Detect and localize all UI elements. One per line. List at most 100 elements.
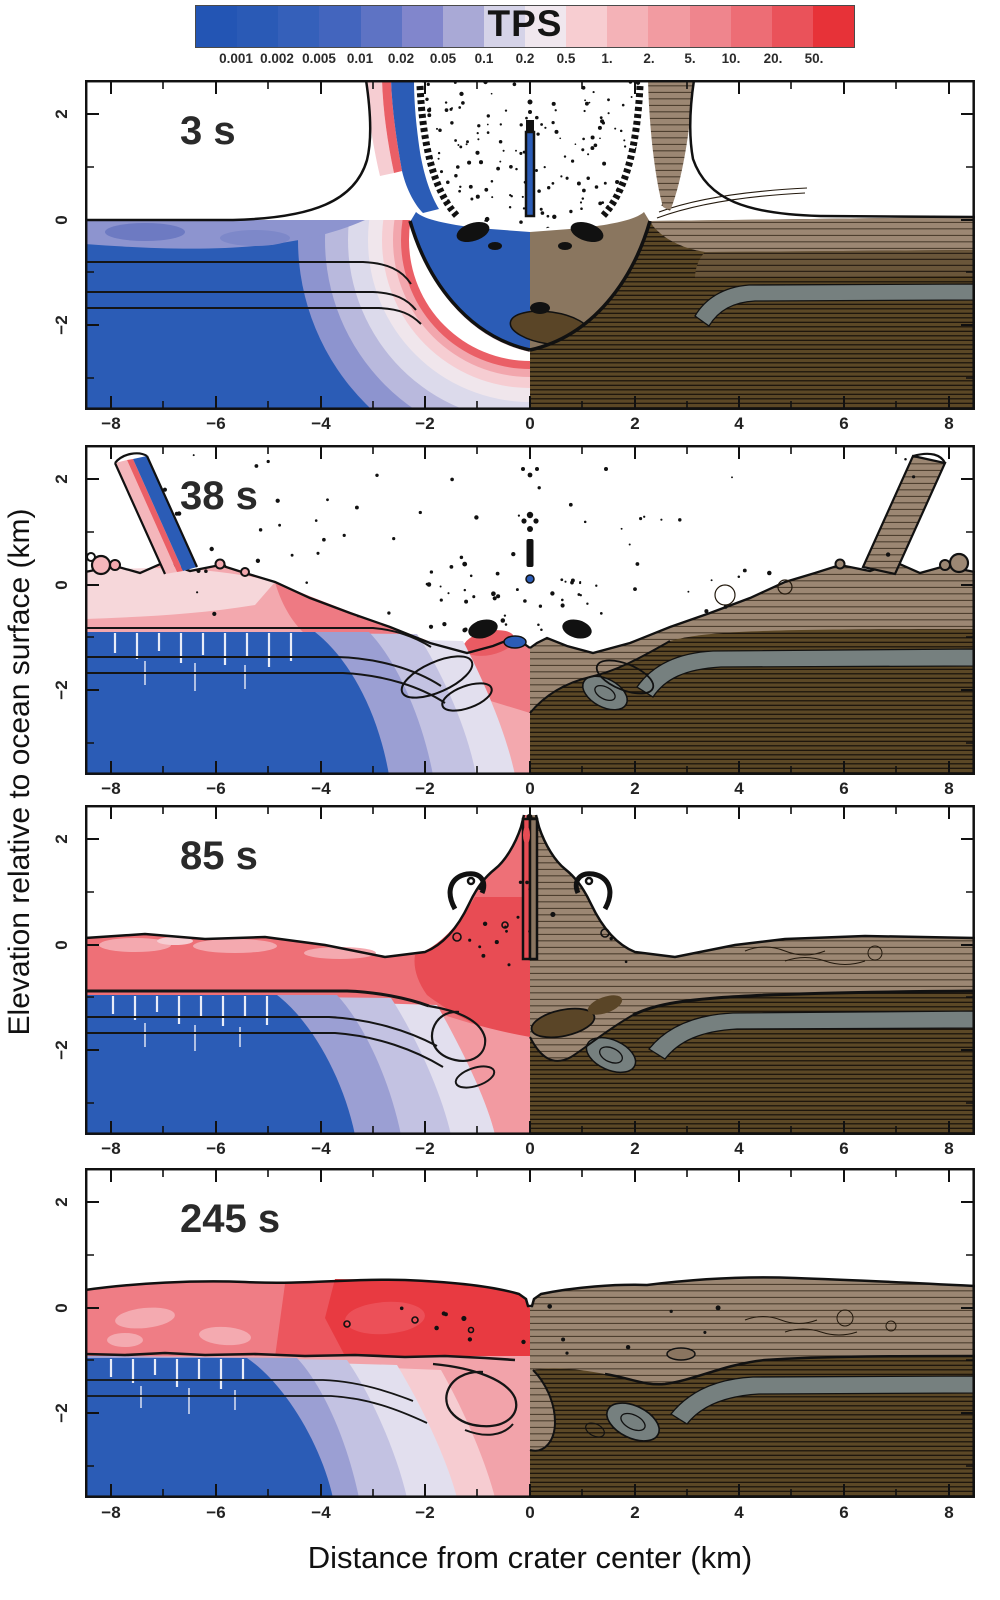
x-tick: 8 bbox=[944, 1503, 954, 1522]
surface-outline-left bbox=[85, 80, 372, 222]
colorbar-tick-labels: 0.001 0.002 0.005 0.01 0.02 0.05 0.1 0.2… bbox=[195, 51, 855, 67]
ejecta-curtain-right bbox=[648, 80, 694, 211]
sediment-layer-lines-left bbox=[85, 627, 446, 704]
central-jet-spike bbox=[521, 814, 539, 961]
mound-overhang-curls bbox=[447, 871, 613, 911]
tps-left-field bbox=[85, 1279, 530, 1498]
surface-outline-right bbox=[689, 80, 975, 219]
x-tick: −6 bbox=[206, 414, 226, 433]
colorbar-segment bbox=[730, 6, 772, 47]
colorbar-tick: 20. bbox=[763, 51, 783, 66]
ejecta-cone-dense-edges bbox=[416, 85, 644, 219]
axis-frame bbox=[85, 80, 975, 410]
y-axis-title-text: Elevation relative to ocean surface (km) bbox=[3, 508, 36, 1036]
cavity-wall-outline bbox=[408, 220, 652, 352]
colorbar-segment bbox=[196, 6, 238, 47]
y-tick: 0 bbox=[52, 580, 71, 590]
y-tick: 0 bbox=[52, 1303, 71, 1313]
colorbar-segment bbox=[278, 6, 320, 47]
panel-85s-xticks: −8 −6 −4 −2 0 2 4 6 8 bbox=[85, 1139, 975, 1161]
colorbar-segment bbox=[812, 6, 854, 47]
colorbar-tick: 0.001 bbox=[219, 51, 253, 66]
colorbar-tick: 2. bbox=[643, 51, 655, 66]
material-right-field bbox=[530, 217, 975, 410]
melt-blob bbox=[530, 302, 550, 314]
panel-3s-plot: 3 s bbox=[85, 80, 975, 410]
x-tick: −8 bbox=[101, 414, 121, 433]
deposit-speckles bbox=[399, 1304, 721, 1355]
panel-85s-yticks: 2 0 −2 bbox=[44, 805, 80, 1135]
x-tick: −2 bbox=[415, 414, 435, 433]
sediment-layer-lines-left bbox=[85, 1351, 518, 1436]
y-tick: 2 bbox=[52, 474, 71, 484]
x-tick: −4 bbox=[311, 1139, 331, 1158]
panel-3s-yticks: 2 0 −2 bbox=[44, 80, 80, 410]
colorbar-segment bbox=[401, 6, 443, 47]
ejecta-curtain-left bbox=[366, 80, 439, 213]
panel-3s: 3 s bbox=[85, 80, 975, 410]
x-tick: −8 bbox=[101, 779, 121, 798]
x-tick: −4 bbox=[311, 414, 331, 433]
colorbar-segment bbox=[360, 6, 402, 47]
panel-38s-yticks: 2 0 −2 bbox=[44, 445, 80, 775]
x-tick: 2 bbox=[630, 779, 640, 798]
surface-texture-right bbox=[744, 1309, 897, 1336]
x-tick: −2 bbox=[415, 779, 435, 798]
x-tick: 2 bbox=[630, 414, 640, 433]
x-tick: 2 bbox=[630, 1139, 640, 1158]
x-tick: 4 bbox=[734, 414, 744, 433]
colorbar-segment bbox=[237, 6, 279, 47]
ejecta-fan-dots bbox=[426, 561, 637, 633]
panel-245s-plot: 245 s bbox=[85, 1168, 975, 1498]
cavity-water-patch bbox=[503, 635, 527, 649]
y-tick: 0 bbox=[52, 940, 71, 950]
x-tick: 8 bbox=[944, 414, 954, 433]
water-streaks bbox=[111, 996, 269, 1051]
panel-245s: 245 s bbox=[85, 1168, 975, 1498]
material-right-field bbox=[529, 1277, 975, 1498]
colorbar-tick: 0.2 bbox=[515, 51, 535, 66]
panel-38s-xticks: −8 −6 −4 −2 0 2 4 6 8 bbox=[85, 779, 975, 801]
crater-lip-blobs bbox=[468, 619, 592, 639]
x-tick: 6 bbox=[839, 1139, 849, 1158]
panel-85s: 85 s bbox=[85, 805, 975, 1135]
x-tick: 8 bbox=[944, 1139, 954, 1158]
x-tick: −4 bbox=[311, 1503, 331, 1522]
panel-38s-plot: 38 s bbox=[85, 445, 975, 775]
y-tick: −2 bbox=[52, 1403, 71, 1423]
mound-rings bbox=[452, 921, 610, 942]
deposit-rings bbox=[343, 1316, 475, 1334]
x-tick: 0 bbox=[525, 1503, 535, 1522]
x-tick: 0 bbox=[525, 779, 535, 798]
central-fallback-column bbox=[521, 467, 539, 584]
x-tick: 6 bbox=[839, 414, 849, 433]
colorbar-segment bbox=[319, 6, 361, 47]
colorbar-tick: 1. bbox=[601, 51, 613, 66]
y-tick: −2 bbox=[52, 680, 71, 700]
ejecta-wing-blobs bbox=[456, 221, 604, 250]
tps-colorbar bbox=[195, 5, 855, 48]
surface-texture-right bbox=[744, 945, 883, 965]
central-jet bbox=[524, 99, 536, 218]
panel-38s: 38 s bbox=[85, 445, 975, 775]
material-right-field bbox=[529, 815, 975, 1135]
y-tick: 2 bbox=[52, 1197, 71, 1207]
panel-time-label: 3 s bbox=[180, 109, 236, 153]
colorbar-tick: 50. bbox=[804, 51, 824, 66]
x-tick: 4 bbox=[734, 1503, 744, 1522]
y-tick: 2 bbox=[52, 834, 71, 844]
x-tick: 6 bbox=[839, 779, 849, 798]
colorbar-tick: 0.005 bbox=[302, 51, 336, 66]
x-tick: 4 bbox=[734, 779, 744, 798]
colorbar-tick: 0.1 bbox=[474, 51, 494, 66]
panel-time-label: 245 s bbox=[180, 1197, 280, 1241]
x-tick: 4 bbox=[734, 1139, 744, 1158]
fold-contours-left bbox=[400, 655, 493, 712]
colorbar-segment bbox=[648, 6, 690, 47]
x-tick: −6 bbox=[206, 1503, 226, 1522]
x-tick: 0 bbox=[525, 1139, 535, 1158]
axis-frame bbox=[85, 445, 975, 775]
surface-vortices-right bbox=[714, 579, 793, 606]
y-tick: 2 bbox=[52, 109, 71, 119]
